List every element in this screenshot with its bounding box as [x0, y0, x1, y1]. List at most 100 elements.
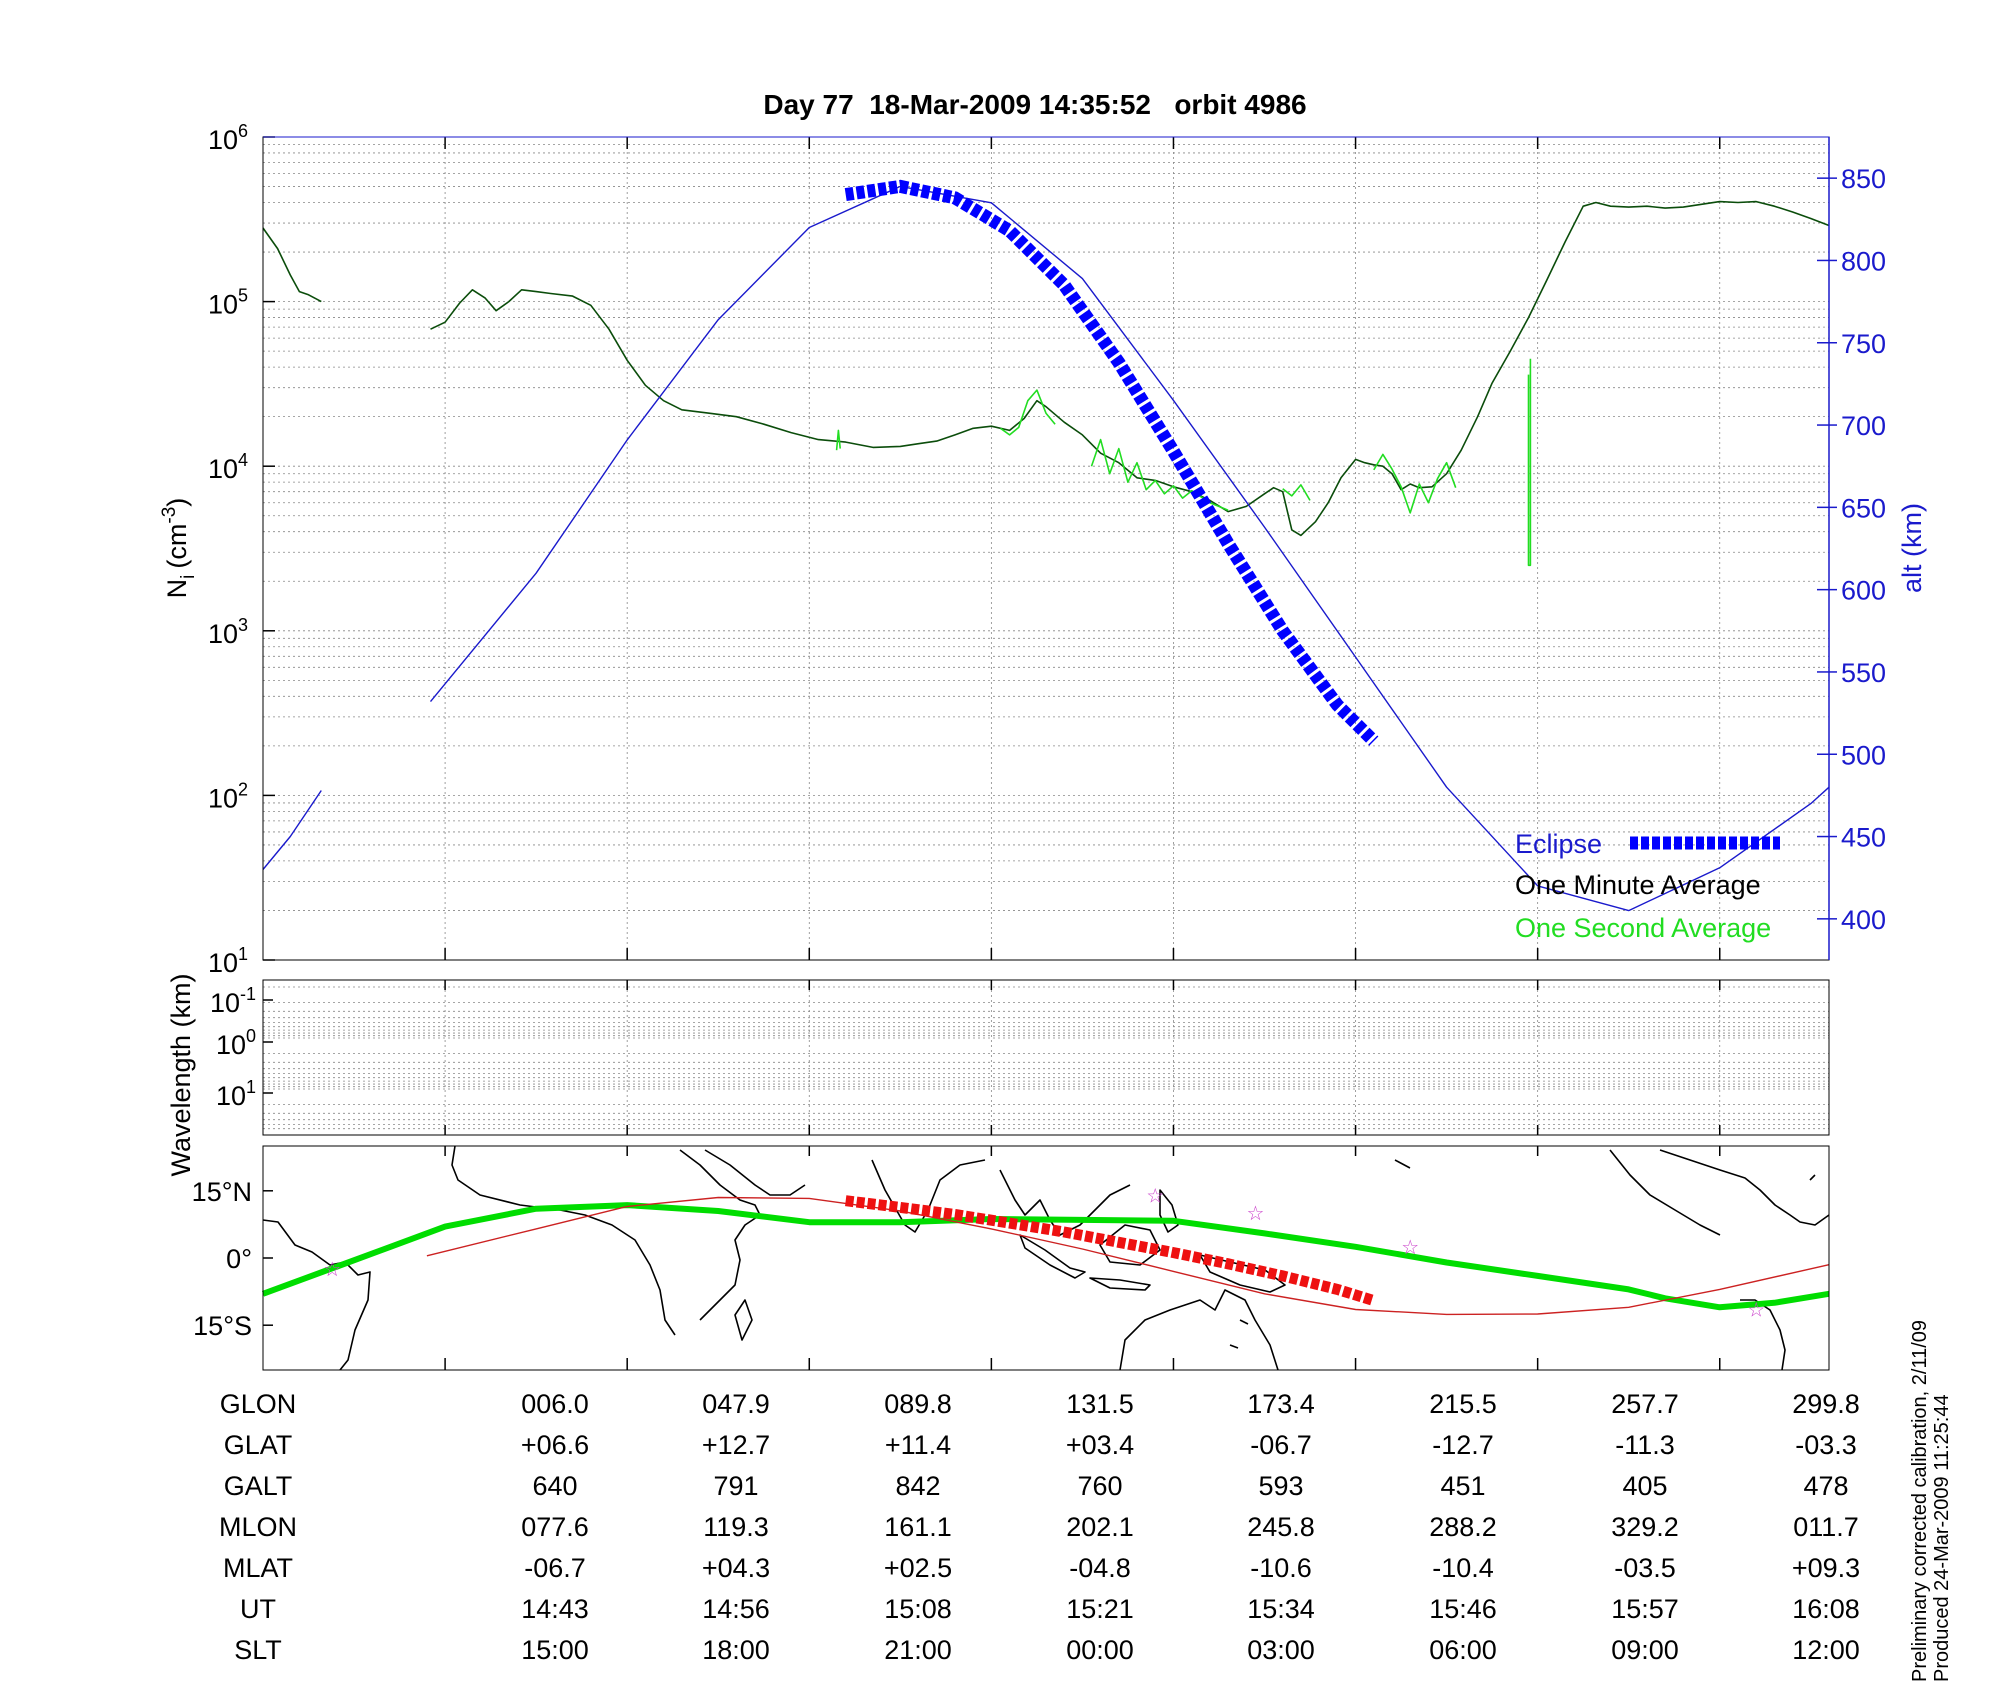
table-cell: 405 [1622, 1471, 1667, 1501]
table-cell: 131.5 [1066, 1389, 1134, 1419]
altitude-line [429, 185, 1830, 912]
table-cell: 089.8 [884, 1389, 952, 1419]
one-second-line [1373, 453, 1457, 514]
y-tick-label: 106 [208, 121, 248, 155]
y2-tick-label: 750 [1841, 329, 1886, 359]
table-cell: 06:00 [1429, 1635, 1497, 1665]
table-cell: 478 [1803, 1471, 1848, 1501]
eclipse-track-line [845, 1195, 1376, 1306]
coastline-africa-east [679, 1149, 761, 1321]
table-cell: 257.7 [1611, 1389, 1679, 1419]
footnote: Preliminary corrected calibration, 2/11/… [1909, 1320, 1953, 1682]
y2-tick-label: 600 [1841, 576, 1886, 606]
table-cell: +09.3 [1792, 1553, 1860, 1583]
table-cell: 245.8 [1247, 1512, 1315, 1542]
map-plot-area [263, 1146, 1829, 1370]
table-cell: 15:57 [1611, 1594, 1679, 1624]
y-tick-label: 101 [216, 1077, 256, 1111]
star-marker: ☆ [1747, 1300, 1765, 1322]
y2-tick-label: 850 [1841, 164, 1886, 194]
altitude-axis-label: alt (km) [1897, 503, 1927, 593]
coastline-philippines [1159, 1189, 1179, 1233]
y2-tick-label: 500 [1841, 740, 1886, 770]
table-cell: +11.4 [885, 1430, 951, 1460]
table-cell: 288.2 [1429, 1512, 1497, 1542]
y-tick-label: 101 [208, 944, 248, 978]
table-cell: 12:00 [1792, 1635, 1860, 1665]
table-cell: 09:00 [1611, 1635, 1679, 1665]
star-marker: ☆ [1246, 1203, 1264, 1225]
table-cell: -03.3 [1795, 1430, 1857, 1460]
table-cell: +06.6 [521, 1430, 589, 1460]
wavelength-y-ticks: 10-1 100 101 [210, 984, 273, 1111]
coastline-islands [1229, 1159, 1816, 1349]
coastline-madagascar [734, 1299, 753, 1341]
table-cell: +02.5 [884, 1553, 952, 1583]
one-second-line [1527, 358, 1532, 567]
table-cell: 215.5 [1429, 1389, 1497, 1419]
wavelength-grid [263, 980, 1829, 1135]
one-second-line [835, 429, 841, 451]
table-cell: 640 [532, 1471, 577, 1501]
table-cell: -06.7 [1250, 1430, 1312, 1460]
table-cell: -10.4 [1432, 1553, 1494, 1583]
coastline-south-america [262, 1219, 371, 1371]
table-cell: 451 [1440, 1471, 1485, 1501]
coastlines [262, 1145, 1830, 1371]
table-cell: 760 [1077, 1471, 1122, 1501]
table-cell: 593 [1258, 1471, 1303, 1501]
coastline-arabia [704, 1149, 806, 1196]
table-cell: 842 [895, 1471, 940, 1501]
table-row-label: SLT [234, 1635, 282, 1665]
table-cell: 15:46 [1429, 1594, 1497, 1624]
y-tick-label: 102 [208, 779, 248, 813]
coastline-sumatra [1019, 1234, 1086, 1279]
wavelength-x-ticks [444, 980, 1721, 1135]
map-series: ☆ ☆ ☆ ☆ ☆ [261, 1185, 1830, 1322]
table-cell: +04.3 [702, 1553, 770, 1583]
wavelength-y-axis-label: Wavelength (km) [166, 973, 196, 1176]
y2-tick-label: 650 [1841, 493, 1886, 523]
y2-tick-label: 450 [1841, 823, 1886, 853]
orbit-table: GLON 006.0 047.9 089.8 131.5 173.4 215.5 257.7 2… [219, 1389, 1860, 1665]
one-second-line [1282, 484, 1311, 501]
wavelength-plot-area [263, 980, 1829, 1135]
table-cell: -10.6 [1250, 1553, 1312, 1583]
star-marker: ☆ [1146, 1185, 1164, 1207]
table-cell: 791 [713, 1471, 758, 1501]
one-second-line [1090, 438, 1229, 511]
table-cell: +12.7 [702, 1430, 770, 1460]
y2-tick-label: 700 [1841, 411, 1886, 441]
table-cell: -03.5 [1614, 1553, 1676, 1583]
table-cell: 202.1 [1066, 1512, 1134, 1542]
map-panel: ☆ ☆ ☆ ☆ ☆ 15°N 0° 15°S [192, 1145, 1830, 1371]
legend-second-label: One Second Average [1515, 913, 1771, 943]
table-row-label: UT [240, 1594, 276, 1624]
table-row-label: GLON [220, 1389, 297, 1419]
one-minute-line [262, 227, 322, 303]
map-y-ticks: 15°N 0° 15°S [192, 1177, 273, 1341]
table-cell: 21:00 [884, 1635, 952, 1665]
y-tick-label: 15°S [193, 1311, 252, 1341]
table-cell: 15:08 [884, 1594, 952, 1624]
table-cell: 077.6 [521, 1512, 589, 1542]
table-cell: 15:34 [1247, 1594, 1315, 1624]
wavelength-panel: 10-1 100 101 Wavelength (km) [166, 973, 1830, 1177]
table-cell: 299.8 [1792, 1389, 1860, 1419]
density-grid [263, 137, 1829, 960]
table-cell: 14:43 [521, 1594, 589, 1624]
y-tick-label: 105 [208, 286, 248, 320]
orbit-track-line [426, 1196, 1830, 1316]
y-tick-label: 10-1 [210, 984, 256, 1018]
table-cell: 15:21 [1066, 1594, 1134, 1624]
density-panel: 101 102 103 104 105 106 400 450 500 550 600 650 700… [159, 121, 1927, 978]
y2-tick-label: 550 [1841, 658, 1886, 688]
table-cell: 15:00 [521, 1635, 589, 1665]
one-second-line [1000, 389, 1056, 436]
y-tick-label: 100 [216, 1026, 256, 1060]
star-marker: ☆ [1401, 1237, 1419, 1259]
density-series [262, 179, 1830, 912]
y-tick-label: 104 [208, 450, 248, 484]
table-cell: -04.8 [1069, 1553, 1131, 1583]
coastline-borneo [1099, 1224, 1161, 1266]
